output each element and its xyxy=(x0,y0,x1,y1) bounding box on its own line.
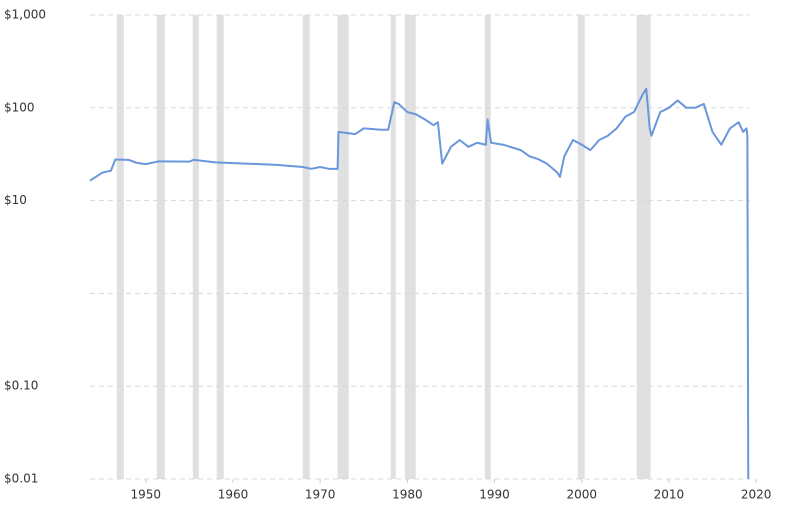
recession-band xyxy=(337,15,349,479)
recession-band xyxy=(404,15,416,479)
recession-band xyxy=(302,15,310,479)
recession-band xyxy=(636,15,651,479)
x-tick-label: 1990 xyxy=(479,488,510,502)
x-tick-label: 2000 xyxy=(566,488,597,502)
x-tick-label: 2020 xyxy=(741,488,772,502)
y-tick-label: $0.01 xyxy=(4,472,38,486)
y-tick-label: $0.10 xyxy=(4,379,38,393)
x-tick-label: 2010 xyxy=(654,488,685,502)
y-tick-label: $1,000 xyxy=(4,8,46,22)
recession-band xyxy=(116,15,124,479)
x-tick-label: 1980 xyxy=(392,488,423,502)
x-tick-label: 1960 xyxy=(218,488,249,502)
recession-band xyxy=(484,15,491,479)
x-tick-label: 1950 xyxy=(131,488,162,502)
price-line xyxy=(89,87,750,480)
x-tick-label: 1970 xyxy=(305,488,336,502)
recession-band xyxy=(577,15,585,479)
recession-band xyxy=(216,15,224,479)
recession-band xyxy=(156,15,165,479)
recession-band xyxy=(390,15,396,479)
y-tick-label: $10 xyxy=(4,193,27,207)
recession-band xyxy=(192,15,199,479)
y-tick-label: $100 xyxy=(4,100,35,114)
